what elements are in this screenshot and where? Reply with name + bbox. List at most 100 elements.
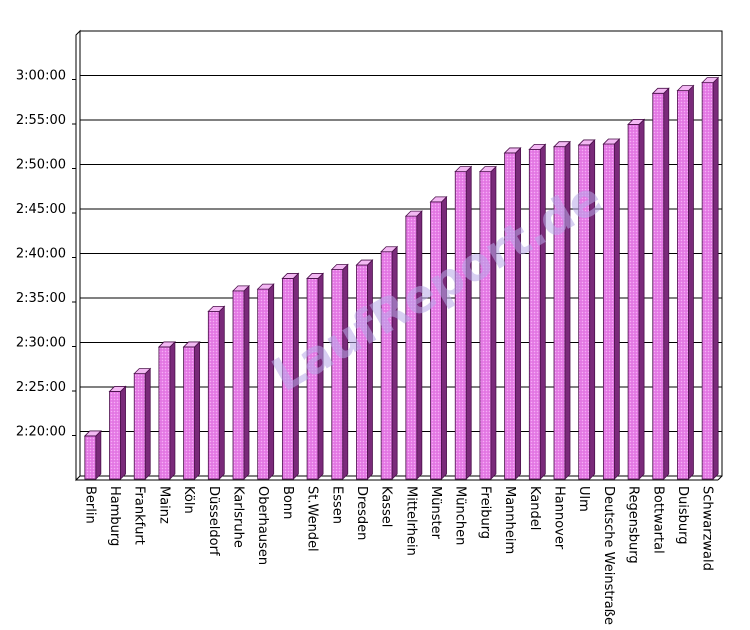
bar-top [207, 305, 226, 312]
bar-top [281, 273, 300, 279]
x-category-label: Hannover [552, 486, 567, 550]
bar-side [120, 385, 126, 480]
bar-top [553, 141, 571, 148]
bar [676, 84, 695, 480]
x-category-label: Schwarzwald [700, 486, 715, 571]
bar-top [404, 210, 423, 217]
x-category-label: Kassel [379, 486, 394, 527]
bar-front [627, 124, 640, 480]
bar [577, 138, 596, 480]
bar [404, 210, 423, 480]
bar-side [688, 84, 694, 480]
bar-front [133, 373, 146, 480]
bar-side [663, 87, 670, 480]
x-category-label: Hamburg [107, 486, 122, 546]
bar-top [182, 341, 201, 348]
bar [232, 284, 250, 480]
bar-top [627, 119, 646, 125]
bar-top [602, 138, 621, 145]
y-tick-labels: 2:20:00 2:25:00 2:30:00 2:35:00 2:40:00 2:45:… [16, 69, 66, 440]
x-category-labels: Berlin Hamburg Frankfurt Mainz Köln Düsseldor… [82, 486, 714, 625]
bar [281, 272, 300, 480]
bar [207, 305, 226, 480]
bar-top [701, 77, 720, 84]
bar [454, 165, 473, 480]
bar-front [183, 346, 196, 480]
y-tick-label: 2:50:00 [16, 158, 66, 173]
x-category-label: Kandel [527, 486, 542, 530]
bar [701, 76, 720, 480]
bar-front [158, 346, 171, 480]
x-category-label: Mittelrhein [403, 486, 418, 556]
bar-top [330, 264, 349, 270]
bar-front [84, 435, 97, 480]
bar-side [490, 165, 497, 480]
bar-side [243, 284, 250, 480]
y-tick-label: 2:20:00 [16, 425, 66, 440]
bar-side [712, 76, 719, 480]
bar-front [652, 92, 665, 480]
bar-top [83, 430, 102, 437]
x-category-label: Duisburg [675, 486, 690, 545]
x-category-label: Köln [181, 486, 196, 514]
bar-front [479, 171, 492, 480]
bar [256, 283, 275, 480]
x-category-label: Essen [329, 486, 344, 524]
y-tick-label: 2:25:00 [16, 380, 66, 395]
x-category-label: Mainz [156, 486, 171, 524]
y-tick-label: 2:40:00 [16, 247, 66, 262]
bar [380, 245, 399, 480]
bar-top [478, 166, 497, 173]
bar-top [676, 85, 695, 92]
bar-top [454, 166, 473, 173]
bar-top [232, 285, 250, 292]
bar [627, 118, 646, 480]
bar [553, 140, 571, 480]
bar-top [133, 368, 152, 375]
bar-side [416, 210, 423, 480]
bar-top [355, 259, 374, 266]
bar-top [157, 341, 176, 348]
y-tick-label: 2:30:00 [16, 336, 66, 351]
bar-side [465, 165, 472, 480]
bar [83, 429, 102, 480]
x-axis-floor-end [717, 475, 723, 481]
bar-front [677, 90, 689, 480]
x-category-label: Regensburg [626, 486, 641, 564]
x-category-label: Düsseldorf [206, 486, 221, 556]
bar [528, 143, 547, 480]
x-category-label: Dresden [354, 486, 369, 540]
x-category-label: Bonn [280, 486, 295, 519]
bar-front [430, 201, 442, 480]
x-category-label: Karlsruhe [231, 486, 246, 548]
bar-top [577, 139, 596, 146]
bar [306, 272, 325, 480]
bar-front [701, 82, 714, 480]
x-category-label: Münster [428, 486, 443, 540]
x-category-label: Bottwartal [650, 486, 665, 554]
x-category-label: Berlin [82, 486, 97, 524]
x-category-label: Freiburg [477, 486, 492, 539]
x-category-label: Mannheim [502, 486, 517, 554]
bar-side [218, 305, 225, 480]
bar-side [515, 146, 522, 480]
bar-side [95, 429, 102, 480]
bar-side [144, 367, 151, 480]
bar-front [232, 290, 245, 480]
x-category-label: Ulm [576, 486, 591, 512]
y-tick-label: 2:55:00 [16, 113, 66, 128]
bar-side [169, 340, 176, 480]
bar [355, 259, 374, 480]
bar-front [109, 391, 121, 480]
y-tick-label: 3:00:00 [16, 69, 66, 84]
bar-front [454, 171, 467, 480]
x-category-label: Frankfurt [132, 486, 147, 545]
y-axis-wall [75, 29, 81, 482]
bar-top [306, 273, 325, 279]
x-category-label: St.Wendel [305, 486, 320, 552]
bar-top [108, 386, 127, 392]
y-tick-label: 2:45:00 [16, 202, 66, 217]
bar-front [504, 152, 517, 480]
bar-front [257, 288, 270, 480]
bar-side [638, 118, 645, 480]
